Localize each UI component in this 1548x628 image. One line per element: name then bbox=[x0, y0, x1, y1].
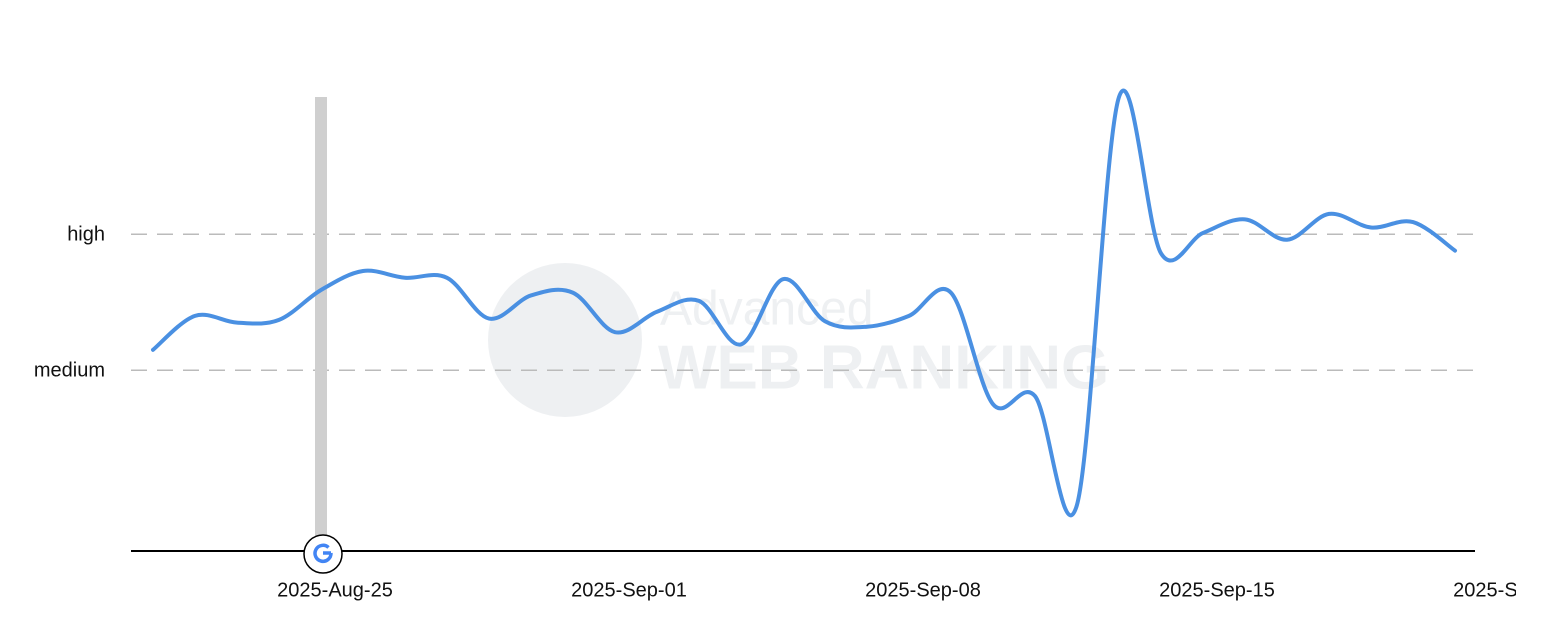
x-tick-label: 2025-Sep-22 bbox=[1453, 579, 1548, 601]
x-tick-label: 2025-Aug-25 bbox=[277, 579, 393, 601]
x-tick-label: 2025-Sep-15 bbox=[1159, 579, 1275, 601]
google-g bbox=[313, 543, 333, 563]
event-icon bbox=[303, 534, 343, 574]
y-tick-label: high bbox=[67, 224, 105, 246]
watermark-text: WEB RANKING bbox=[658, 333, 1109, 402]
x-tick-label: 2025-Sep-01 bbox=[571, 579, 687, 601]
plot: 2025-Aug-25 2025-Sep-01 2025-Sep-08 2025-Se… bbox=[131, 88, 1548, 601]
watermark-logo bbox=[488, 263, 642, 417]
y-tick-label: medium bbox=[34, 359, 105, 381]
line bbox=[151, 88, 1457, 518]
x-tick-label: 2025-Sep-08 bbox=[865, 579, 981, 601]
event-band bbox=[315, 97, 327, 551]
